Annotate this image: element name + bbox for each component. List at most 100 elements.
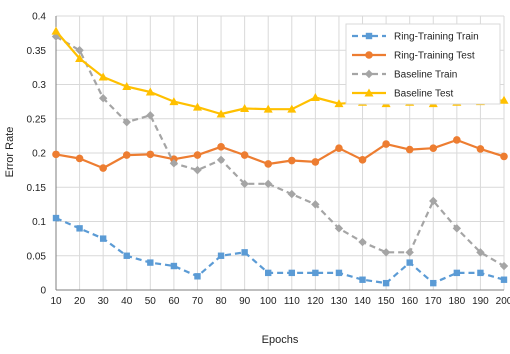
- data-point: [76, 225, 83, 232]
- data-point: [217, 143, 225, 151]
- data-point: [240, 179, 249, 189]
- data-point: [122, 82, 132, 91]
- series-line: [55, 217, 505, 285]
- data-point: [264, 179, 273, 189]
- data-point: [452, 224, 462, 233]
- data-point: [406, 259, 413, 266]
- data-point: [98, 72, 108, 81]
- x-tick-label: 160: [401, 296, 418, 307]
- data-point: [122, 117, 131, 127]
- data-point: [405, 145, 414, 154]
- y-tick-label: 0.05: [27, 251, 47, 262]
- data-point: [287, 104, 297, 113]
- data-point: [312, 269, 319, 277]
- series-3: [51, 32, 509, 271]
- series-line: [55, 138, 505, 170]
- x-tick-label: 100: [260, 296, 277, 307]
- data-point: [287, 189, 296, 199]
- tick-labels: 0 0.05 0.1 0.15 0.2 0.25 0.3 0.35 0.4 10 20 30 40 50 6…: [27, 12, 510, 308]
- legend-item: Baseline Train: [352, 70, 457, 81]
- data-point: [217, 252, 225, 259]
- y-axis-title: Error Rate: [4, 127, 16, 178]
- data-point: [123, 252, 130, 259]
- legend-label: Baseline Test: [394, 89, 454, 100]
- x-tick-label: 150: [378, 296, 395, 307]
- series-2: [52, 136, 508, 172]
- data-point: [147, 259, 154, 266]
- x-tick-label: 70: [192, 296, 204, 307]
- data-point: [335, 144, 343, 153]
- x-tick-label: 50: [145, 296, 157, 307]
- data-point: [169, 97, 179, 106]
- data-point: [359, 276, 366, 283]
- data-point: [453, 269, 461, 277]
- data-point: [146, 111, 155, 120]
- x-tick-label: 120: [307, 296, 324, 307]
- x-axis-title: Epochs: [262, 334, 299, 346]
- data-point: [499, 261, 509, 271]
- data-point: [429, 196, 438, 206]
- data-point: [288, 269, 295, 277]
- y-tick-label: 0.2: [32, 149, 46, 160]
- legend-label: Ring-Training Test: [394, 51, 475, 62]
- x-tick-label: 90: [239, 296, 251, 307]
- data-point: [169, 159, 179, 168]
- data-point: [382, 279, 390, 287]
- x-tick-label: 40: [121, 296, 133, 307]
- legend-marker: [365, 51, 373, 59]
- x-tick-label: 180: [448, 296, 465, 307]
- data-point: [52, 214, 60, 222]
- x-tick-label: 190: [472, 296, 489, 307]
- data-point: [122, 151, 131, 159]
- x-tick-label: 130: [331, 296, 348, 307]
- data-point: [500, 152, 508, 161]
- data-point: [476, 145, 485, 153]
- y-tick-label: 0.1: [32, 217, 46, 228]
- data-point: [240, 103, 250, 112]
- data-point: [311, 200, 320, 209]
- data-point: [335, 269, 343, 277]
- data-point: [358, 237, 367, 247]
- series-1: [52, 214, 508, 287]
- x-tick-label: 170: [425, 296, 442, 307]
- data-point: [381, 248, 391, 257]
- data-point: [146, 150, 155, 159]
- data-point: [240, 151, 249, 159]
- data-point: [193, 151, 202, 159]
- data-point: [51, 26, 61, 35]
- data-point: [99, 164, 107, 172]
- data-point: [265, 269, 272, 277]
- data-point: [358, 156, 367, 164]
- x-tick-label: 20: [74, 296, 86, 307]
- data-point: [310, 93, 320, 102]
- data-point: [194, 273, 201, 280]
- x-tick-label: 10: [50, 296, 62, 307]
- data-point: [499, 95, 509, 104]
- data-point: [405, 248, 414, 257]
- data-point: [311, 158, 320, 166]
- data-point: [75, 53, 85, 62]
- data-point: [334, 224, 344, 233]
- x-tick-label: 80: [215, 296, 227, 307]
- x-tick-label: 30: [98, 296, 110, 307]
- data-point: [241, 249, 248, 256]
- data-point: [453, 136, 461, 144]
- x-tick-label: 60: [168, 296, 180, 307]
- data-point: [263, 104, 273, 113]
- legend-item: Ring-Training Test: [352, 51, 475, 62]
- data-point: [75, 154, 84, 163]
- x-tick-label: 200: [496, 296, 510, 307]
- legend: Ring-Training Train Ring-Training Test Bas…: [345, 23, 501, 105]
- data-point: [98, 94, 108, 103]
- legend-item: Ring-Training Train: [352, 32, 479, 43]
- data-point: [287, 156, 296, 165]
- data-point: [500, 276, 508, 283]
- data-point: [170, 262, 178, 270]
- data-point: [476, 248, 485, 257]
- x-tick-label: 110: [284, 296, 300, 307]
- legend-label: Ring-Training Train: [394, 32, 479, 43]
- data-point: [216, 109, 226, 118]
- legend-item: Baseline Test: [352, 88, 454, 100]
